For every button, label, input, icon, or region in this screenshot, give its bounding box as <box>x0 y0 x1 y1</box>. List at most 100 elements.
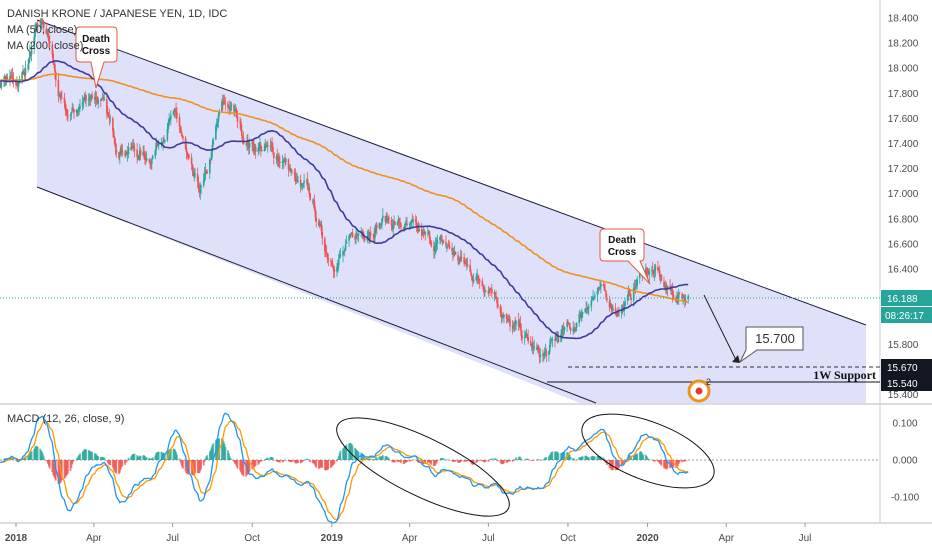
candle-body <box>345 241 348 244</box>
candle-body <box>109 117 112 119</box>
candle-body <box>551 339 554 341</box>
channel-lower-line[interactable] <box>36 186 597 404</box>
candle-body <box>439 237 441 240</box>
candle-body <box>368 235 370 237</box>
candle-body <box>356 234 358 236</box>
candle-body <box>339 254 342 257</box>
candle-body <box>65 109 67 111</box>
candle-body <box>356 234 359 236</box>
candle-body <box>453 251 456 254</box>
candle-body <box>472 279 474 282</box>
candle-body <box>148 159 151 161</box>
candle-body <box>542 353 545 356</box>
macd-histogram-bar <box>496 460 499 462</box>
macd-histogram-bar <box>336 460 338 462</box>
macd-histogram-bar <box>520 458 523 460</box>
candle-body <box>441 241 444 242</box>
candle-body <box>130 147 132 150</box>
candle-body <box>112 118 114 132</box>
candle-body <box>10 76 12 78</box>
macd-histogram-bar <box>484 460 487 462</box>
candle-body <box>550 339 553 341</box>
candle-body <box>273 152 275 158</box>
macd-scale[interactable]: 0.100 0.000 -0.100 <box>891 419 920 504</box>
candle-body <box>84 95 87 100</box>
macd-histogram-bar <box>248 460 251 472</box>
macd-histogram-bar <box>581 456 584 460</box>
candle-body <box>677 292 680 299</box>
macd-histogram-bar <box>327 460 330 470</box>
candle-body <box>155 142 157 151</box>
candle-body <box>79 105 81 109</box>
candle-body <box>491 289 493 294</box>
candle-body <box>264 145 266 151</box>
macd-histogram-bar <box>0 460 3 461</box>
ma-50-line[interactable] <box>0 60 689 340</box>
candle-body <box>272 146 274 153</box>
channel-upper-line[interactable] <box>36 19 867 326</box>
candle-body <box>283 158 285 160</box>
candle-body <box>543 352 546 354</box>
candle-body <box>230 104 233 107</box>
candle-body <box>633 286 636 289</box>
ma-200-line[interactable] <box>0 73 689 304</box>
candle-body <box>198 188 201 192</box>
candle-body <box>397 219 400 222</box>
macd-line[interactable] <box>0 412 689 524</box>
macd-histogram-bar <box>351 445 354 460</box>
macd-histogram-bar <box>537 459 540 460</box>
candle-body <box>512 327 515 328</box>
macd-histogram-bar <box>406 460 408 463</box>
candle-body <box>391 225 394 229</box>
candle-body <box>302 182 305 184</box>
time-axis-label: Apr <box>719 533 735 544</box>
macd-histogram-bar <box>291 460 293 462</box>
candle-body <box>563 326 566 331</box>
macd-histogram-bar <box>121 460 124 466</box>
candle-body <box>357 233 360 236</box>
candle-body <box>545 350 548 356</box>
candle-body <box>0 82 3 88</box>
macd-histogram-bar <box>618 460 620 468</box>
candle-body <box>628 289 631 295</box>
candle-body <box>319 224 322 226</box>
target-callout-box <box>739 326 804 363</box>
candle-body <box>429 239 432 243</box>
divergence-ellipse-1 <box>336 417 510 517</box>
candle-body <box>597 287 600 292</box>
candle-body <box>167 123 170 130</box>
candle-body <box>518 322 521 328</box>
candle-body <box>284 157 286 163</box>
price-axis-panel[interactable] <box>880 0 932 523</box>
candle-body <box>200 185 202 188</box>
support-label: 1W Support <box>813 368 876 382</box>
macd-histogram-bar <box>630 456 633 460</box>
macd-signal-line[interactable] <box>0 420 689 521</box>
macd-histogram-bar <box>563 452 566 460</box>
candle-body <box>320 223 323 232</box>
candle-body <box>333 269 336 272</box>
macd-histogram-bar <box>309 460 312 463</box>
candle-body <box>503 315 505 317</box>
macd-histogram-bar <box>282 460 285 462</box>
candle-body <box>76 109 79 113</box>
candle-body <box>30 47 33 55</box>
candle-body <box>338 255 341 259</box>
candle-body <box>602 284 605 286</box>
candle-body <box>149 160 151 164</box>
candle-body <box>224 102 227 104</box>
candle-body <box>48 41 51 44</box>
candle-body <box>156 143 158 146</box>
candle-body <box>324 238 326 252</box>
macd-histogram-bar <box>454 460 457 462</box>
time-axis[interactable]: 2018 Apr Jul Oct 2019 Apr Jul Oct 2020 Apr Jul <box>5 523 812 544</box>
macd-panel[interactable] <box>0 405 880 523</box>
candle-body <box>91 95 93 98</box>
candle-body <box>325 252 328 254</box>
candle-body <box>556 337 559 339</box>
candle-body <box>75 110 78 113</box>
macd-histogram-bar <box>125 460 128 462</box>
macd-histogram-bar <box>284 460 286 461</box>
candle-body <box>409 222 412 224</box>
